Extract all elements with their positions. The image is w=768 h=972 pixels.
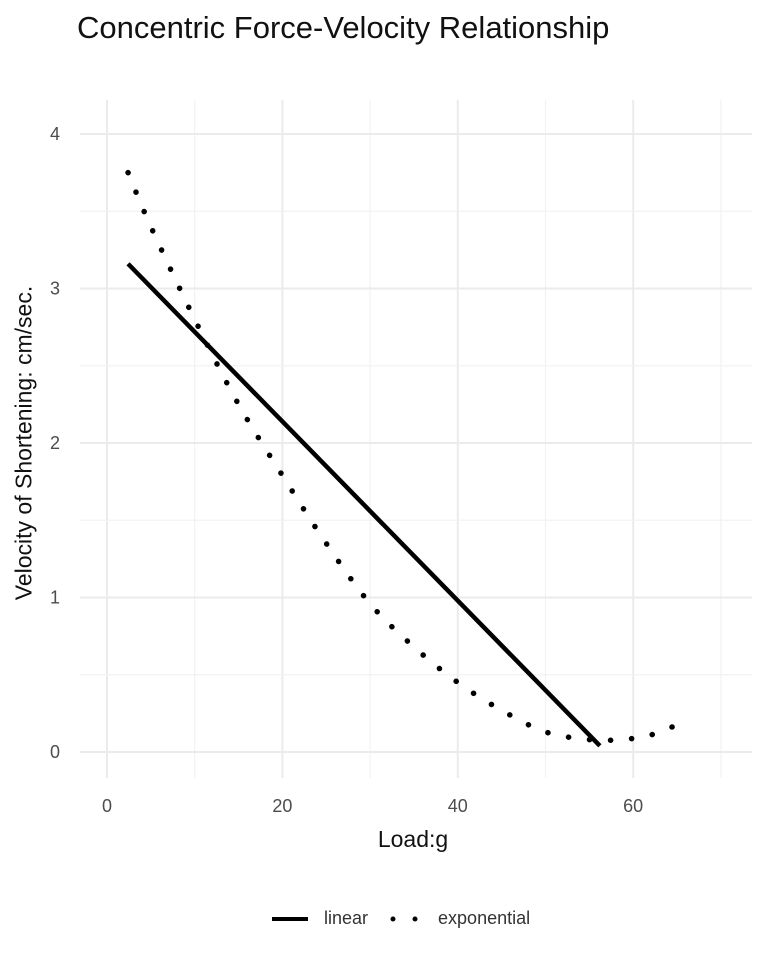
legend: linear exponential [270, 908, 546, 929]
dotted-line-key-icon [384, 909, 424, 929]
y-tick-label: 1 [50, 588, 60, 608]
x-tick-label: 0 [102, 796, 112, 816]
series-exponential [125, 169, 689, 744]
chart-title: Concentric Force-Velocity Relationship [77, 10, 610, 45]
gridlines [80, 100, 752, 778]
legend-label: exponential [438, 908, 531, 928]
x-tick-label: 40 [448, 796, 468, 816]
y-tick-label: 4 [50, 124, 60, 144]
x-tick-label: 20 [272, 796, 292, 816]
series-linear [126, 262, 602, 748]
legend-item-linear: linear [270, 908, 368, 929]
legend-item-exponential: exponential [384, 908, 530, 929]
legend-label: linear [324, 908, 369, 928]
x-tick-label: 60 [623, 796, 643, 816]
y-tick-label: 2 [50, 433, 60, 453]
y-tick-label: 3 [50, 279, 60, 299]
data-lines [125, 169, 689, 748]
x-axis-label: Load:g [377, 826, 449, 852]
y-axis-label: Velocity of Shortening: cm/sec. [10, 285, 37, 601]
y-tick-label: 0 [50, 742, 60, 762]
solid-line-key-icon [270, 909, 310, 929]
axis-ticks: 0 20 40 60 0 1 2 3 4 [50, 124, 643, 816]
